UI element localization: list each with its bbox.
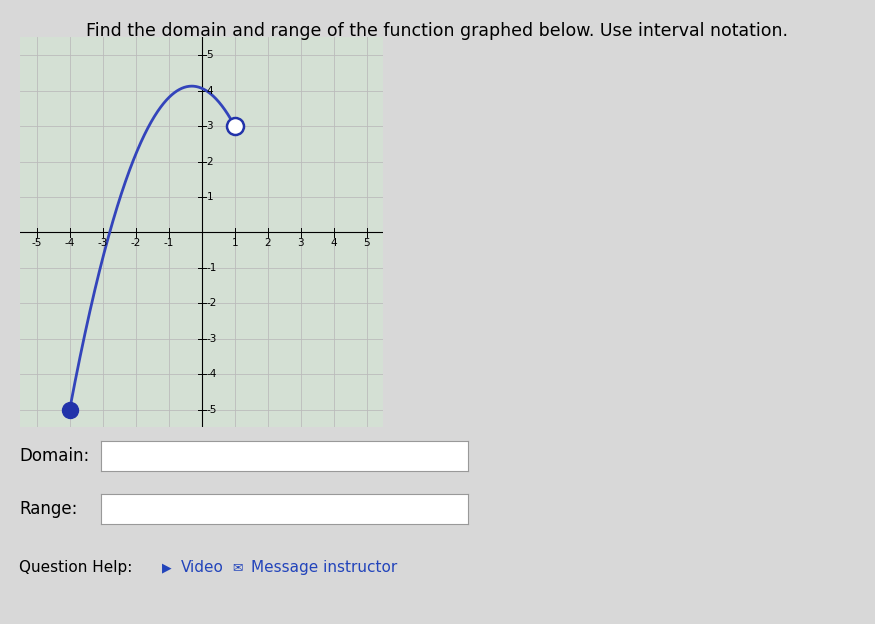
Text: -1: -1 <box>164 238 174 248</box>
Text: Range:: Range: <box>19 500 78 517</box>
Text: 3: 3 <box>298 238 304 248</box>
Text: 5: 5 <box>363 238 370 248</box>
Text: 2: 2 <box>264 238 271 248</box>
Text: -5: -5 <box>31 238 42 248</box>
Text: 1: 1 <box>231 238 238 248</box>
Text: 4: 4 <box>206 85 214 95</box>
Text: -4: -4 <box>65 238 75 248</box>
Text: -5: -5 <box>206 405 217 415</box>
Text: Question Help:: Question Help: <box>19 560 133 575</box>
Text: 4: 4 <box>331 238 337 248</box>
Text: -2: -2 <box>206 298 217 308</box>
Point <box>63 405 77 415</box>
Text: -3: -3 <box>206 334 217 344</box>
Text: 2: 2 <box>206 157 214 167</box>
Text: -2: -2 <box>130 238 141 248</box>
Text: Message instructor: Message instructor <box>251 560 397 575</box>
Text: 3: 3 <box>206 121 214 131</box>
Text: ✉: ✉ <box>232 562 242 574</box>
Text: 5: 5 <box>206 50 214 60</box>
Text: -4: -4 <box>206 369 217 379</box>
Text: 1: 1 <box>206 192 214 202</box>
Text: -3: -3 <box>97 238 108 248</box>
Text: Find the domain and range of the function graphed below. Use interval notation.: Find the domain and range of the functio… <box>87 22 788 40</box>
Point <box>228 121 242 131</box>
Text: Video: Video <box>181 560 224 575</box>
Text: ▶: ▶ <box>162 562 172 574</box>
Text: -1: -1 <box>206 263 217 273</box>
Text: Domain:: Domain: <box>19 447 89 464</box>
